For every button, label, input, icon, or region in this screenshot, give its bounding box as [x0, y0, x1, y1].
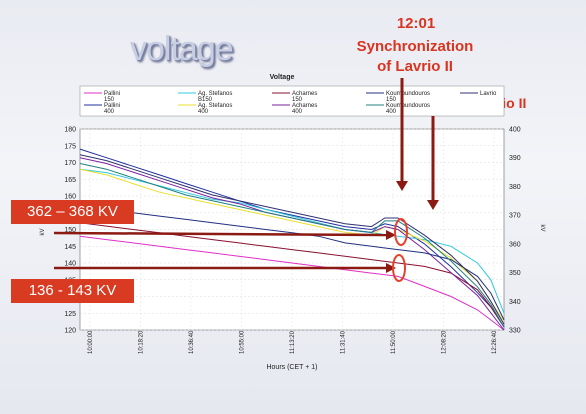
- legend-label-sub: 150: [104, 97, 115, 103]
- y-right-tick-label: 360: [509, 241, 521, 248]
- legend-label-sub: 400: [292, 109, 303, 115]
- y-left-tick-label: 150: [64, 227, 76, 234]
- legend-label: Pallini: [104, 103, 120, 109]
- series-line: [79, 235, 505, 331]
- legend-label-sub: 400: [198, 109, 209, 115]
- slide-title: voltage: [130, 30, 234, 68]
- range-low-box: 136 - 143 KV: [11, 279, 134, 303]
- sync-label-line2: of Lavrio II: [377, 58, 453, 75]
- series-line: [79, 168, 505, 322]
- y-right-tick-label: 340: [509, 299, 521, 306]
- legend-label-sub: 150: [386, 97, 397, 103]
- legend-label: Acharnes: [292, 103, 317, 109]
- sync-ellipse-high: [394, 218, 408, 246]
- y-left-tick-label: 180: [64, 127, 76, 134]
- legend-label-sub: 400: [104, 109, 115, 115]
- legend-label-sub: 400: [386, 109, 397, 115]
- sync-label-line1: Synchronization: [356, 38, 474, 55]
- x-tick-label: 11:50:00: [391, 330, 397, 354]
- legend-label-sub: B150: [198, 97, 213, 103]
- y-left-axis-label: kV: [40, 228, 46, 235]
- y-left-tick-label: 145: [64, 244, 76, 251]
- range-high-box: 362 – 368 KV: [11, 200, 134, 224]
- legend-label: Lavrio: [480, 91, 497, 97]
- y-left-tick-label: 175: [64, 143, 76, 150]
- y-left-tick-label: 140: [64, 261, 76, 268]
- y-left-tick-label: 160: [64, 194, 76, 201]
- series-line: [79, 148, 505, 328]
- range-low-arrowhead: [386, 263, 396, 273]
- y-right-tick-label: 330: [509, 328, 521, 335]
- x-tick-label: 11:31:40: [341, 330, 347, 354]
- range-high-arrowhead: [386, 230, 396, 240]
- y-right-tick-label: 380: [509, 184, 521, 191]
- range-high-arrow: [53, 231, 389, 237]
- legend-label: Acharnes: [292, 91, 317, 97]
- legend-box: [79, 85, 505, 117]
- x-axis-label: Hours (CET + 1): [266, 364, 317, 371]
- legend-label: Ag. Stefanos: [198, 91, 232, 97]
- legend-label: Pallini: [104, 91, 120, 97]
- x-tick-label: 10:18:20: [139, 330, 145, 354]
- y-left-tick-label: 165: [64, 177, 76, 184]
- legend-label-sub: 150: [292, 97, 303, 103]
- y-right-tick-label: 370: [509, 213, 521, 220]
- chart-title: Voltage: [270, 74, 295, 81]
- y-left-tick-label: 170: [64, 160, 76, 167]
- trip-arrowhead: [427, 200, 439, 210]
- x-tick-label: 12:26:40: [492, 330, 498, 354]
- sync-ellipse-low: [392, 254, 406, 282]
- sync-arrowhead: [396, 181, 408, 191]
- series-line: [79, 163, 505, 328]
- x-tick-label: 11:13:20: [290, 330, 296, 354]
- y-right-axis-label: kV: [539, 224, 545, 231]
- x-tick-label: 10:00:00: [88, 330, 94, 354]
- x-tick-label: 10:55:00: [240, 330, 246, 354]
- x-tick-label: 12:08:20: [442, 330, 448, 354]
- legend-label: Ag. Stefanos: [198, 103, 232, 109]
- sync-label-callout: Synchronization of Lavrio II: [340, 37, 490, 77]
- legend-label: Koumoundouros: [386, 103, 430, 109]
- y-right-tick-label: 400: [509, 127, 521, 134]
- sync-time-callout: 12:01: [396, 15, 436, 32]
- x-tick-label: 10:36:40: [189, 330, 195, 354]
- y-left-tick-label: 125: [64, 311, 76, 318]
- y-right-tick-label: 350: [509, 270, 521, 277]
- legend-label: Koumoundouros: [386, 91, 430, 97]
- y-right-tick-label: 390: [509, 155, 521, 162]
- y-left-tick-label: 120: [64, 328, 76, 335]
- series-line: [79, 154, 505, 325]
